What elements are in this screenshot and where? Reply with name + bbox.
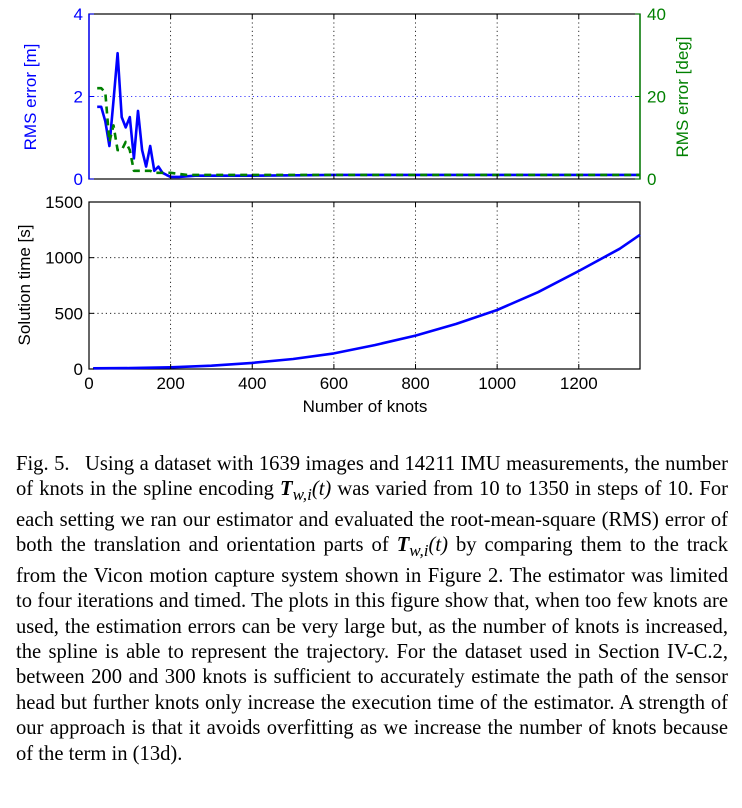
math-2-sub: w,i [409,541,429,561]
bottom-xtick-label: 600 [320,374,348,393]
top-ytick-label: 0 [74,170,83,189]
figure-caption: Fig. 5. Using a dataset with 1639 images… [16,452,728,767]
bottom-ticks: 0 200 400 600 800 1000 1200 0 500 1000 1500 [45,193,640,393]
bottom-xtick-label: 1000 [478,374,516,393]
bottom-ytick-label: 1500 [45,193,83,212]
math-1-base: T [280,478,293,501]
bottom-plot-frame [88,201,641,370]
top-left-ylabel: RMS error [m] [21,44,40,151]
bottom-xtick-label: 1200 [560,374,598,393]
bottom-ylabel: Solution time [s] [15,225,34,346]
top-right-ylabel: RMS error [deg] [673,37,692,158]
bottom-grid [89,202,640,369]
top-y2tick-label: 20 [647,88,666,107]
top-plot-frame [88,13,641,180]
top-y2tick-label: 0 [647,170,656,189]
top-y2tick-label: 40 [647,5,666,24]
caption-math-1: Tw,i(t) [280,478,332,504]
caption-text-1: Using a dataset with 1639 images and 142… [16,453,729,501]
solution-time-plot: 0 200 400 600 800 1000 1200 0 500 1000 1500 Soluti… [15,193,641,416]
top-series [97,51,640,179]
solution-time-line [93,233,641,370]
top-ytick-label: 2 [74,88,83,107]
bottom-ytick-label: 500 [55,304,83,323]
bottom-series [93,233,641,370]
math-1-sub: w,i [292,485,312,505]
bottom-xtick-label: 800 [401,374,429,393]
bottom-ytick-label: 1000 [45,249,83,268]
caption-text-3: by comparing them to the track from the … [16,534,728,765]
bottom-xlabel: Number of knots [303,397,428,416]
bottom-xtick-label: 200 [156,374,184,393]
math-2-arg: (t) [428,534,448,557]
bottom-xtick-label: 400 [238,374,266,393]
top-ytick-label: 4 [74,5,83,24]
math-1-arg: (t) [311,478,332,501]
math-2-base: T [396,534,410,557]
caption-label: Fig. 5. [16,453,70,475]
bottom-xtick-label: 0 [84,374,93,393]
caption-math-2: Tw,i(t) [396,534,448,560]
caption-text-2: was varied from 10 to 1350 in steps of 1… [16,478,728,557]
orientation-error-line [97,86,640,177]
bottom-ytick-label: 0 [74,360,83,379]
